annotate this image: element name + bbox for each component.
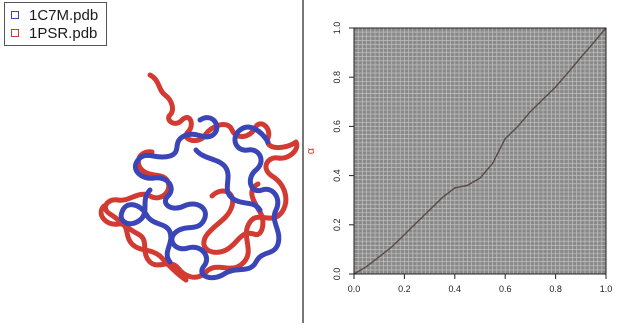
y-axis-label: α bbox=[305, 147, 317, 154]
x-tick-label: 0.2 bbox=[398, 284, 411, 294]
alignment-plot-panel: 0.0 0.2 0.4 0.6 0.8 1.0 0.0 0.2 0.4 0.6 0.8 1.0 α bbox=[304, 0, 622, 323]
panel-divider bbox=[302, 0, 304, 323]
x-tick-label: 0.8 bbox=[549, 284, 562, 294]
protein-structure-panel: 1C7M.pdb 1PSR.pdb bbox=[0, 0, 302, 323]
legend-item-1psr: 1PSR.pdb bbox=[11, 24, 98, 42]
ribbon-1psr-tail bbox=[98, 203, 189, 283]
protein-ribbon-render bbox=[98, 72, 300, 283]
legend-label: 1PSR.pdb bbox=[29, 24, 98, 42]
y-axis: 0.0 0.2 0.4 0.6 0.8 1.0 bbox=[332, 22, 354, 281]
x-tick-label: 1.0 bbox=[600, 284, 613, 294]
x-axis: 0.0 0.2 0.4 0.6 0.8 1.0 bbox=[348, 274, 613, 294]
x-tick-label: 0.0 bbox=[348, 284, 361, 294]
ribbon-1c7m-loop bbox=[118, 187, 174, 265]
legend-swatch-blue bbox=[11, 11, 19, 19]
legend-item-1c7m: 1C7M.pdb bbox=[11, 6, 98, 24]
y-tick-label: 0.4 bbox=[332, 169, 342, 182]
ribbon-1psr bbox=[103, 72, 300, 280]
x-tick-label: 0.6 bbox=[499, 284, 512, 294]
plot-grid bbox=[354, 28, 606, 274]
y-tick-label: 0.6 bbox=[332, 120, 342, 133]
legend: 1C7M.pdb 1PSR.pdb bbox=[4, 2, 108, 46]
y-tick-label: 0.0 bbox=[332, 268, 342, 281]
alignment-path bbox=[353, 27, 607, 275]
ribbon-1c7m-tail bbox=[193, 147, 263, 213]
y-tick-label: 0.2 bbox=[332, 219, 342, 232]
y-tick-label: 0.8 bbox=[332, 71, 342, 84]
legend-label: 1C7M.pdb bbox=[29, 6, 99, 24]
legend-swatch-red bbox=[11, 29, 19, 37]
ribbon-1c7m bbox=[132, 115, 282, 281]
y-tick-label: 1.0 bbox=[332, 22, 342, 35]
x-tick-label: 0.4 bbox=[449, 284, 462, 294]
alignment-plot: 0.0 0.2 0.4 0.6 0.8 1.0 0.0 0.2 0.4 0.6 0.8 1.0 α bbox=[305, 22, 613, 294]
plot-frame bbox=[353, 27, 607, 275]
